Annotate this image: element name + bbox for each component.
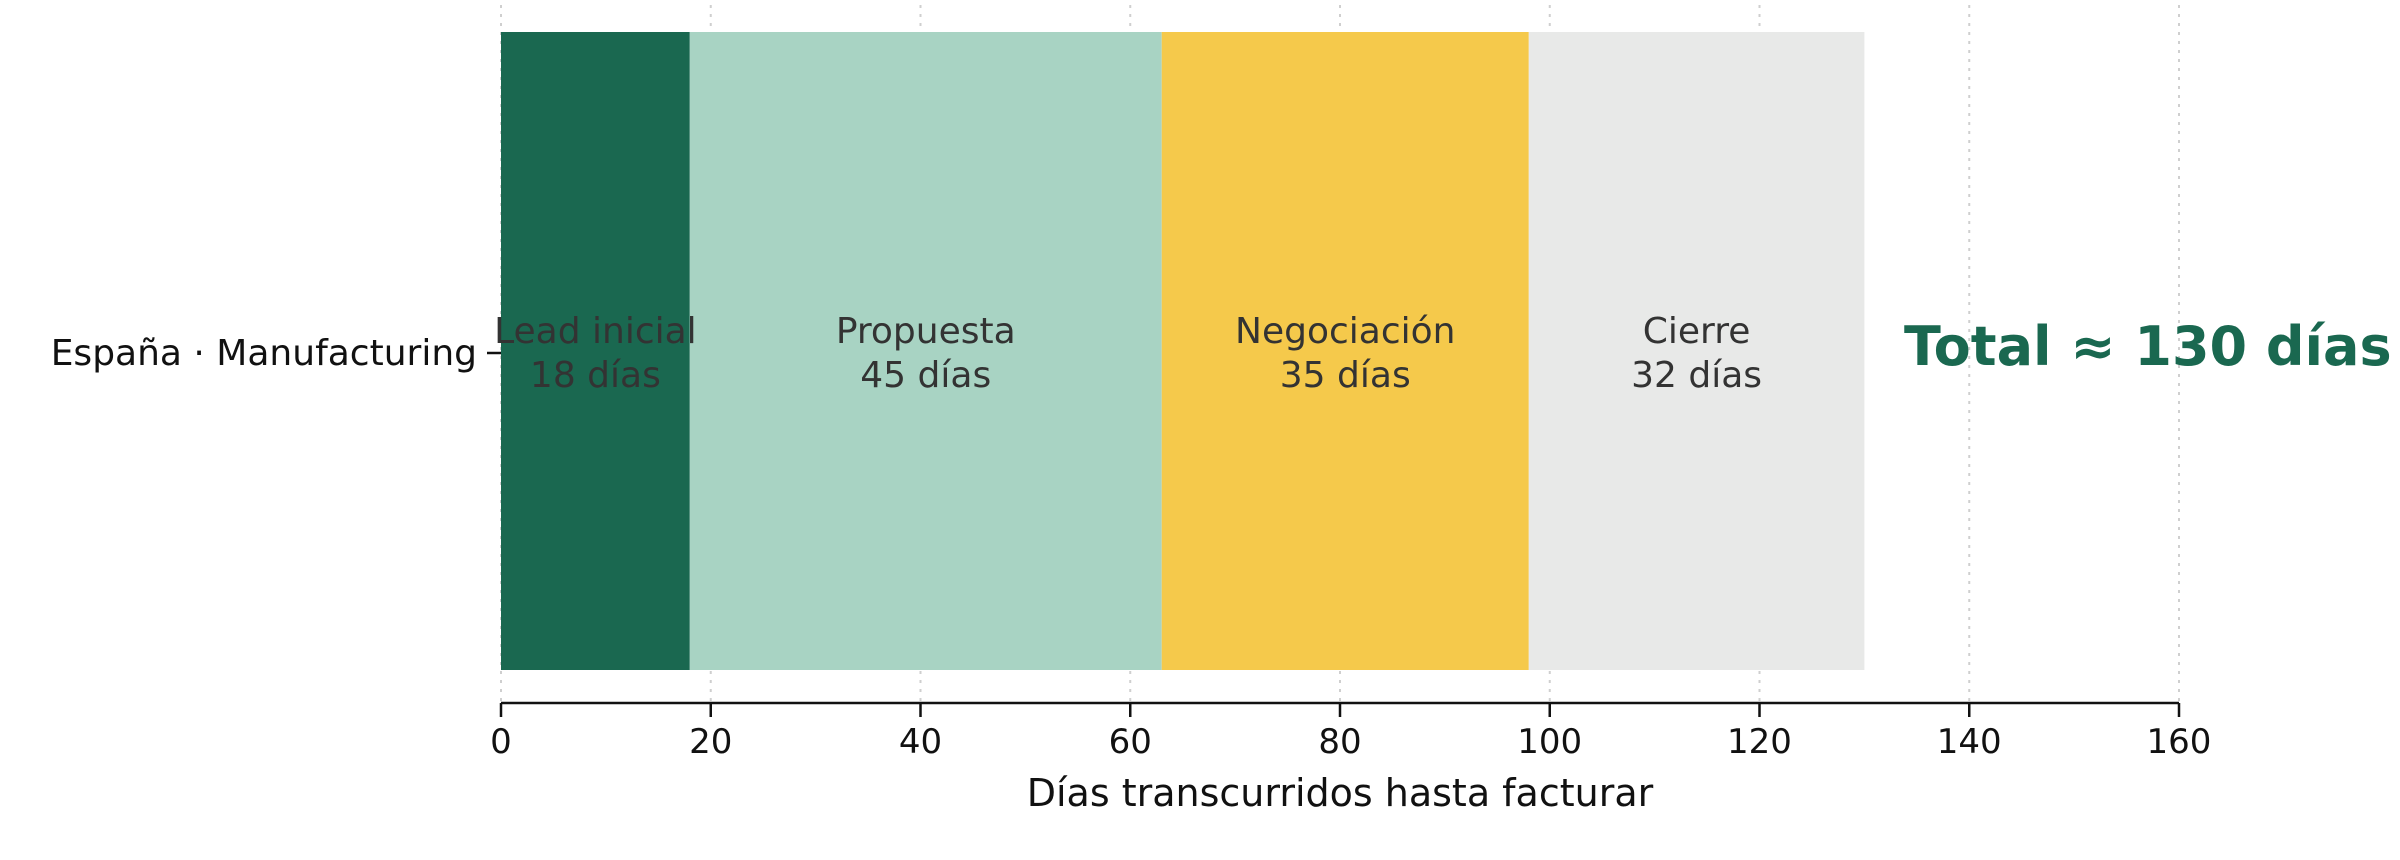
x-tick-label: 80	[1318, 722, 1361, 762]
bar-segment-negociación	[1161, 32, 1529, 670]
segment-value: 32 días	[1631, 355, 1762, 396]
x-tick-label: 20	[689, 722, 732, 762]
x-tick-label: 0	[490, 722, 512, 762]
segment-name: Propuesta	[836, 311, 1016, 352]
x-tick-label: 160	[2147, 722, 2212, 762]
x-tick-label: 60	[1109, 722, 1152, 762]
segment-labels: Lead inicial 18 días Propuesta 45 días Negoc…	[494, 311, 1762, 396]
segment-name: Lead inicial	[494, 311, 697, 352]
x-tick-label: 140	[1937, 722, 2002, 762]
segment-value: 18 días	[530, 355, 661, 396]
x-tick-label: 120	[1727, 722, 1792, 762]
segment-label: Propuesta 45 días	[836, 311, 1016, 396]
y-category-label: España · Manufacturing	[51, 333, 477, 374]
bar-segment-propuesta	[689, 32, 1162, 670]
x-tick-label: 100	[1517, 722, 1582, 762]
bar-segment-cierre	[1528, 32, 1865, 670]
y-axis: España · Manufacturing	[51, 333, 501, 374]
segment-name: Negociación	[1235, 311, 1455, 352]
bar-segments	[501, 32, 1865, 670]
x-tick-label: 40	[899, 722, 942, 762]
x-axis-title: Días transcurridos hasta facturar	[1027, 771, 1654, 815]
segment-value: 35 días	[1280, 355, 1411, 396]
bar-segment-lead-inicial	[501, 32, 690, 670]
segment-name: Cierre	[1643, 311, 1751, 352]
segment-label: Lead inicial 18 días	[494, 311, 697, 396]
x-axis: 0 20 40 60 80 100 120 140 160	[490, 701, 2212, 762]
segment-label: Negociación 35 días	[1235, 311, 1455, 396]
total-annotation: Total ≈ 130 días	[1904, 315, 2392, 378]
segment-value: 45 días	[860, 355, 991, 396]
segment-label: Cierre 32 días	[1631, 311, 1762, 396]
